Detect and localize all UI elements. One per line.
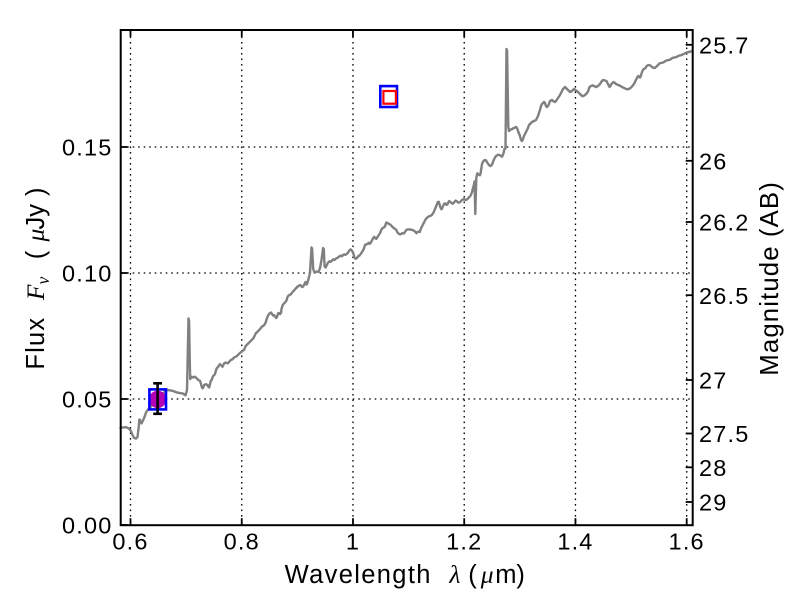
svg-text:26.2: 26.2 bbox=[699, 210, 750, 236]
svg-text:28: 28 bbox=[699, 455, 728, 481]
svg-text:1.6: 1.6 bbox=[669, 528, 705, 554]
svg-text:26.5: 26.5 bbox=[699, 283, 750, 309]
svg-text:25.7: 25.7 bbox=[699, 32, 750, 58]
svg-text:26: 26 bbox=[699, 148, 728, 174]
svg-text:Jy: Jy bbox=[22, 204, 50, 230]
svg-text:1.4: 1.4 bbox=[557, 528, 593, 554]
svg-text:Magnitude (AB): Magnitude (AB) bbox=[756, 181, 784, 376]
svg-text:0.05: 0.05 bbox=[62, 387, 113, 413]
svg-text:0.6: 0.6 bbox=[112, 528, 148, 554]
svg-text:27: 27 bbox=[699, 368, 728, 394]
svg-text:1.2: 1.2 bbox=[446, 528, 482, 554]
svg-text:27.5: 27.5 bbox=[699, 421, 750, 447]
svg-text:29: 29 bbox=[699, 490, 728, 516]
svg-text:0.00: 0.00 bbox=[62, 513, 113, 539]
svg-text:0.10: 0.10 bbox=[62, 261, 113, 287]
svg-text:0.8: 0.8 bbox=[224, 528, 260, 554]
svg-text:μ: μ bbox=[21, 229, 50, 243]
svg-text:1: 1 bbox=[346, 528, 360, 554]
svg-text:Flux: Flux bbox=[22, 317, 50, 370]
svg-text:0.15: 0.15 bbox=[62, 135, 113, 161]
svg-text:(: ( bbox=[22, 250, 50, 259]
svg-text:): ) bbox=[22, 188, 50, 197]
